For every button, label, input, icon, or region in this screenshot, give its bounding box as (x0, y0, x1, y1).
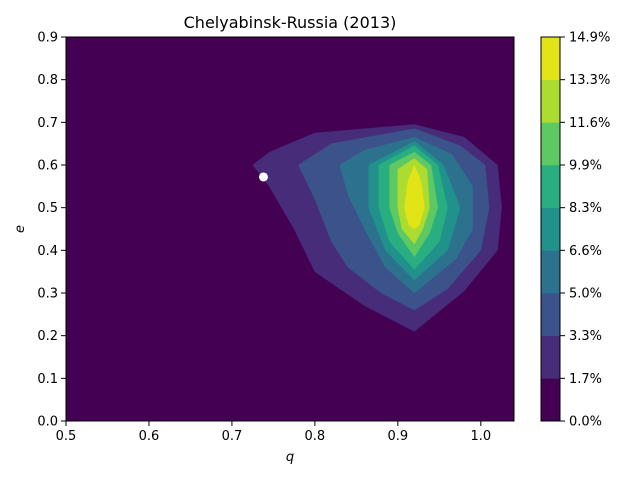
y-tick-label: 0.2 (37, 329, 58, 344)
y-axis-label: e (13, 225, 28, 233)
colorbar-segment (541, 250, 560, 294)
x-tick-label: 0.8 (305, 429, 326, 444)
y-axis: 0.0 0.1 0.2 0.3 0.4 0.5 0.6 0.7 0.8 0.9 (37, 31, 66, 430)
contour-band-8 (404, 164, 425, 230)
colorbar-segment (541, 37, 560, 80)
colorbar-segment (541, 79, 560, 123)
contour-layer (252, 124, 502, 332)
chart-title: Chelyabinsk-Russia (2013) (184, 13, 397, 32)
colorbar-tick-label: 6.6% (569, 244, 602, 259)
y-tick-label: 0.3 (37, 287, 58, 302)
colorbar-tick-label: 0.0% (569, 415, 602, 430)
x-tick-label: 0.9 (388, 429, 409, 444)
x-tick-label: 0.5 (56, 429, 77, 444)
colorbar-tick-label: 13.3% (569, 73, 610, 88)
colorbar-segment (541, 335, 560, 379)
plot-area (65, 36, 515, 422)
y-tick-label: 0.0 (37, 415, 58, 430)
colorbar-tick-label: 9.9% (569, 159, 602, 174)
x-tick-label: 0.7 (222, 429, 243, 444)
colorbar-tick-label: 8.3% (569, 201, 602, 216)
y-tick-label: 0.6 (37, 159, 58, 174)
x-axis-label: q (286, 450, 294, 465)
y-tick-label: 0.8 (37, 73, 58, 88)
colorbar-segment (541, 122, 560, 166)
colorbar-segment (541, 165, 560, 208)
plot-frame (65, 36, 515, 422)
y-tick-label: 0.9 (37, 31, 58, 46)
colorbar-segment (541, 293, 560, 336)
y-tick-label: 0.1 (37, 372, 58, 387)
colorbar-segment (541, 378, 560, 422)
colorbar-frame (540, 36, 561, 422)
y-tick-label: 0.7 (37, 116, 58, 131)
colorbar: 0.0% 1.7% 3.3% 5.0% 6.6% 8.3% 9.9% 11.6% 13.3% 14… (540, 31, 610, 430)
colorbar-tick-label: 1.7% (569, 372, 602, 387)
x-tick-label: 0.6 (139, 429, 160, 444)
colorbar-tick-label: 3.3% (569, 329, 602, 344)
colorbar-tick-label: 11.6% (569, 116, 610, 131)
y-tick-label: 0.5 (37, 201, 58, 216)
y-tick-label: 0.4 (37, 244, 58, 259)
colorbar-tick-label: 14.9% (569, 31, 610, 46)
x-tick-label: 1.0 (470, 429, 491, 444)
colorbar-tick-label: 5.0% (569, 287, 602, 302)
colorbar-segment (541, 207, 560, 251)
x-axis: 0.5 0.6 0.7 0.8 0.9 1.0 (56, 421, 491, 444)
event-marker (258, 172, 268, 182)
